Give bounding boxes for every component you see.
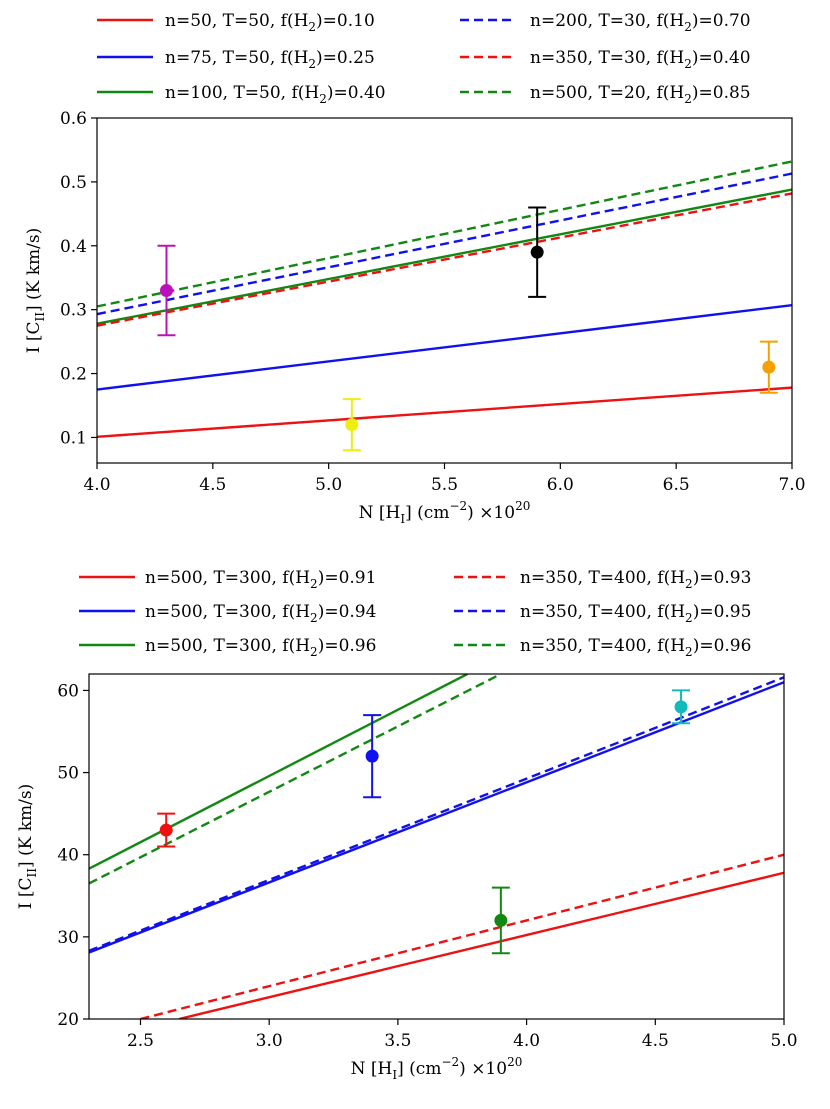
legend-label: n=500, T=300, f(H2)=0.96 xyxy=(145,636,376,659)
series-line-5 xyxy=(97,192,792,327)
top-chart: 4.0 4.5 5.0 5.5 6.0 6.5 7.0 0.1 0.2 0.3 0.4 0.5 0.6 N… xyxy=(24,11,806,526)
legend-label: n=350, T=400, f(H2)=0.96 xyxy=(520,636,751,659)
legend-item-6: n=350, T=400, f(H2)=0.96 xyxy=(454,636,751,659)
series-line-3 xyxy=(97,188,792,325)
bottom-chart: 2.5 3.0 3.5 4.0 4.5 5.0 20 30 40 50 60 N [HI] (cm−2… xyxy=(16,568,798,1082)
y-tick-label: 0.3 xyxy=(60,301,87,321)
legend-label: n=200, T=30, f(H2)=0.70 xyxy=(530,11,751,34)
x-axis-label: N [HI] (cm−2) ×1020 xyxy=(359,499,531,526)
point-marker xyxy=(494,913,508,927)
x-tick-label: 5.0 xyxy=(315,475,342,495)
series-lines xyxy=(97,160,792,439)
x-tick-label: 3.0 xyxy=(256,1031,283,1051)
legend-label: n=350, T=400, f(H2)=0.95 xyxy=(520,602,751,625)
legend: n=50, T=50, f(H2)=0.10 n=75, T=50, f(H2)=… xyxy=(97,11,751,106)
y-tick-label: 0.5 xyxy=(60,173,87,193)
legend-label: n=500, T=300, f(H2)=0.94 xyxy=(145,602,376,625)
x-tick-label: 5.0 xyxy=(770,1031,797,1051)
x-tick-label: 4.5 xyxy=(199,475,226,495)
series-line-6 xyxy=(97,160,792,308)
point-marker xyxy=(674,700,688,714)
y-tick-label: 40 xyxy=(57,846,79,866)
y-tick-label: 20 xyxy=(57,1010,79,1030)
legend-item-2: n=500, T=300, f(H2)=0.94 xyxy=(79,602,376,625)
legend-label: n=50, T=50, f(H2)=0.10 xyxy=(165,11,375,34)
series-lines xyxy=(89,674,784,1019)
y-tick-label: 30 xyxy=(57,928,79,948)
series-line-4 xyxy=(97,172,792,316)
point-marker xyxy=(345,418,359,432)
plot-frame xyxy=(88,673,785,1020)
x-tick-label: 6.0 xyxy=(547,475,574,495)
legend: n=500, T=300, f(H2)=0.91 n=500, T=300, f(… xyxy=(79,568,751,659)
x-tick-label: 4.0 xyxy=(513,1031,540,1051)
legend-label: n=500, T=300, f(H2)=0.91 xyxy=(145,568,376,591)
y-tick-label: 0.4 xyxy=(60,237,87,257)
legend-item-1: n=500, T=300, f(H2)=0.91 xyxy=(79,568,376,591)
x-tick-label: 4.0 xyxy=(83,475,110,495)
legend-item-3: n=500, T=300, f(H2)=0.96 xyxy=(79,636,376,659)
series-line-6 xyxy=(89,674,502,885)
y-axis-label: I [CII] (K km/s) xyxy=(16,784,39,910)
series-line-2 xyxy=(97,304,792,391)
point-marker xyxy=(159,823,173,837)
y-tick-label: 0.6 xyxy=(60,109,87,129)
series-line-5 xyxy=(89,676,784,952)
legend-item-2: n=75, T=50, f(H2)=0.25 xyxy=(97,48,375,71)
series-line-3 xyxy=(89,674,468,870)
series-line-2 xyxy=(89,681,784,954)
x-tick-label: 2.5 xyxy=(127,1031,154,1051)
point-marker xyxy=(365,749,379,763)
series-line-4 xyxy=(140,853,784,1019)
point-marker xyxy=(530,245,544,259)
data-point-2 xyxy=(363,714,382,799)
series-line-1 xyxy=(97,386,792,439)
x-tick-label: 5.5 xyxy=(431,475,458,495)
data-point-3 xyxy=(491,886,510,955)
series-line-1 xyxy=(178,871,784,1019)
point-marker xyxy=(762,360,776,374)
legend-item-1: n=50, T=50, f(H2)=0.10 xyxy=(97,11,375,34)
legend-label: n=350, T=30, f(H2)=0.40 xyxy=(530,48,751,71)
legend-label: n=75, T=50, f(H2)=0.25 xyxy=(165,48,375,71)
legend-label: n=100, T=50, f(H2)=0.40 xyxy=(165,83,386,106)
data-point-2 xyxy=(342,398,361,452)
legend-item-4: n=200, T=30, f(H2)=0.70 xyxy=(460,11,751,34)
legend-label: n=350, T=400, f(H2)=0.93 xyxy=(520,568,751,591)
y-axis-label: I [CII] (K km/s) xyxy=(24,228,47,354)
legend-label: n=500, T=20, f(H2)=0.85 xyxy=(530,83,751,106)
x-tick-label: 7.0 xyxy=(778,475,805,495)
y-tick-label: 0.1 xyxy=(60,428,87,448)
data-point-1 xyxy=(157,244,176,337)
x-tick-label: 4.5 xyxy=(642,1031,669,1051)
y-tick-label: 60 xyxy=(57,681,79,701)
y-tick-label: 0.2 xyxy=(60,365,87,385)
data-point-3 xyxy=(528,206,547,298)
data-point-4 xyxy=(759,340,778,394)
legend-item-5: n=350, T=30, f(H2)=0.40 xyxy=(460,48,751,71)
legend-item-4: n=350, T=400, f(H2)=0.93 xyxy=(454,568,751,591)
legend-item-6: n=500, T=20, f(H2)=0.85 xyxy=(460,83,751,106)
point-marker xyxy=(160,284,173,297)
x-tick-label: 3.5 xyxy=(384,1031,411,1051)
data-point-4 xyxy=(672,689,691,725)
x-axis-label: N [HI] (cm−2) ×1020 xyxy=(351,1055,523,1082)
data-point-1 xyxy=(157,812,176,848)
x-tick-label: 6.5 xyxy=(663,475,690,495)
y-tick-label: 50 xyxy=(57,764,79,784)
legend-item-3: n=100, T=50, f(H2)=0.40 xyxy=(97,83,386,106)
legend-item-5: n=350, T=400, f(H2)=0.95 xyxy=(454,602,751,625)
